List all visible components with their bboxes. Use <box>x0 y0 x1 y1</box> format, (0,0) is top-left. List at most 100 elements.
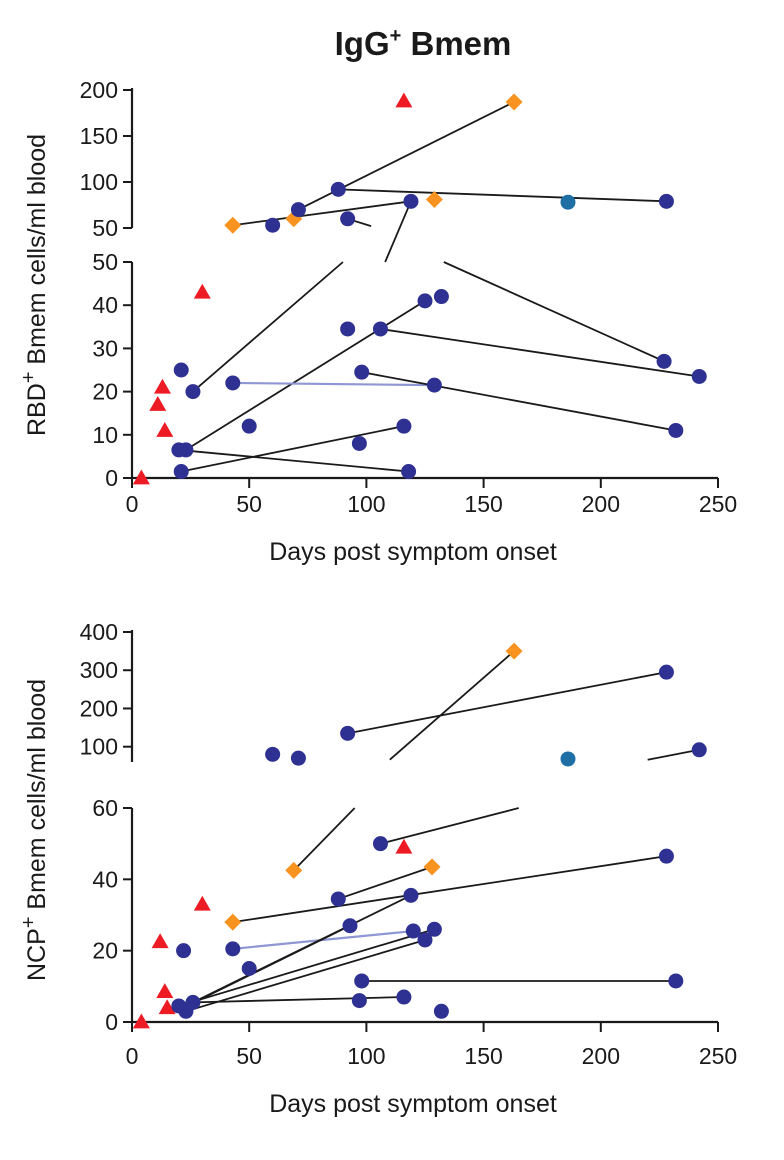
series-line <box>338 188 667 203</box>
data-point-circle <box>354 973 370 989</box>
x-tick-label: 150 <box>464 491 502 517</box>
series-line <box>347 671 667 735</box>
y-tick-label: 40 <box>92 292 118 318</box>
data-point-circle <box>176 943 192 959</box>
data-point-circle <box>372 836 388 852</box>
data-point-circle <box>340 725 356 741</box>
x-tick-label: 250 <box>699 1043 737 1069</box>
y-tick-label: 10 <box>92 422 118 448</box>
data-point-circle <box>290 202 306 218</box>
y-tick-label: 400 <box>80 619 118 645</box>
data-point-circle <box>417 293 433 309</box>
figure-title: IgG+ Bmem <box>335 25 512 62</box>
series-line <box>647 748 700 761</box>
data-point-circle <box>656 353 672 369</box>
data-point-circle <box>265 217 281 233</box>
y-tick-label: 60 <box>92 795 118 821</box>
data-point-circle <box>426 377 442 393</box>
y-axis-label-pre: RBD <box>23 383 51 436</box>
series-line <box>337 865 433 900</box>
series-line <box>192 261 344 393</box>
data-point-triangle <box>158 999 176 1015</box>
data-point-triangle <box>395 838 413 854</box>
series-line <box>181 425 405 473</box>
series-line <box>380 328 700 378</box>
data-point-circle <box>658 193 674 209</box>
data-point-diamond <box>425 190 443 208</box>
x-tick-label: 50 <box>236 1043 262 1069</box>
y-tick-label: 150 <box>80 123 118 149</box>
x-axis-label: Days post symptom onset <box>269 1090 557 1118</box>
data-point-triangle <box>156 421 174 437</box>
data-point-circle <box>396 989 412 1005</box>
data-point-circle <box>185 994 201 1010</box>
data-point-triangle <box>156 983 174 999</box>
data-point-circle <box>340 211 356 227</box>
series-line <box>178 449 409 473</box>
data-point-circle <box>351 993 367 1009</box>
data-point-circle <box>691 742 707 758</box>
data-point-circle <box>265 746 281 762</box>
data-point-circle <box>560 751 576 767</box>
data-point-circle <box>426 921 442 937</box>
data-point-circle <box>342 918 358 934</box>
data-point-circle <box>668 973 684 989</box>
y-axis-label-post: Bmem cells/ml blood <box>23 679 51 917</box>
data-point-circle <box>340 321 356 337</box>
y-axis-label-sup: + <box>18 372 40 384</box>
data-point-triangle <box>149 396 167 411</box>
data-point-circle <box>225 375 241 391</box>
data-point-circle <box>173 464 189 480</box>
series-line <box>380 807 519 845</box>
y-tick-label: 200 <box>80 695 118 721</box>
y-tick-label: 300 <box>80 657 118 683</box>
x-tick-label: 150 <box>464 1043 502 1069</box>
data-point-triangle <box>193 283 211 299</box>
y-tick-label: 0 <box>105 465 118 491</box>
data-point-circle <box>241 961 257 976</box>
data-point-circle <box>330 891 346 907</box>
series-line <box>185 939 426 1013</box>
data-point-diamond <box>505 93 523 111</box>
x-axis-label: Days post symptom onset <box>269 538 557 566</box>
series-line <box>185 300 426 451</box>
rbd-panel: 50 100 150 200 0 10 20 30 40 50 0 50 100 150 200 250 Day… <box>18 77 737 566</box>
x-tick-label: 100 <box>347 1043 385 1069</box>
series-line <box>232 381 435 387</box>
series-line <box>183 924 351 1009</box>
data-point-circle <box>433 1003 449 1019</box>
x-tick-label: 100 <box>347 491 385 517</box>
series-line <box>232 200 412 227</box>
data-point-circle <box>403 887 419 903</box>
data-point-circle <box>351 435 367 451</box>
y-tick-label: 20 <box>92 379 118 405</box>
series-line <box>178 928 435 1007</box>
data-point-triangle <box>132 469 150 485</box>
x-tick-label: 250 <box>699 491 737 517</box>
series-line <box>293 807 356 872</box>
data-point-circle <box>185 384 201 400</box>
x-tick-label: 0 <box>126 1043 139 1069</box>
data-point-circle <box>401 464 417 480</box>
data-point-circle <box>354 364 370 380</box>
data-point-circle <box>417 932 433 948</box>
data-point-triangle <box>151 933 169 949</box>
data-point-circle <box>241 418 257 434</box>
series-line <box>192 996 404 1004</box>
series-line <box>298 101 515 211</box>
data-point-circle <box>330 181 346 197</box>
series-line <box>389 650 515 761</box>
data-point-circle <box>658 848 674 864</box>
y-tick-label: 200 <box>80 77 118 103</box>
y-tick-label: 30 <box>92 335 118 361</box>
y-axis-label-pre: NCP <box>23 928 51 981</box>
y-tick-label: 50 <box>92 215 118 241</box>
x-tick-label: 0 <box>126 491 139 517</box>
data-point-triangle <box>153 378 171 394</box>
y-tick-label: 100 <box>80 169 118 195</box>
data-point-circle <box>560 194 576 210</box>
data-point-circle <box>178 442 194 458</box>
data-point-circle <box>173 362 189 378</box>
y-tick-label: 20 <box>92 938 118 964</box>
